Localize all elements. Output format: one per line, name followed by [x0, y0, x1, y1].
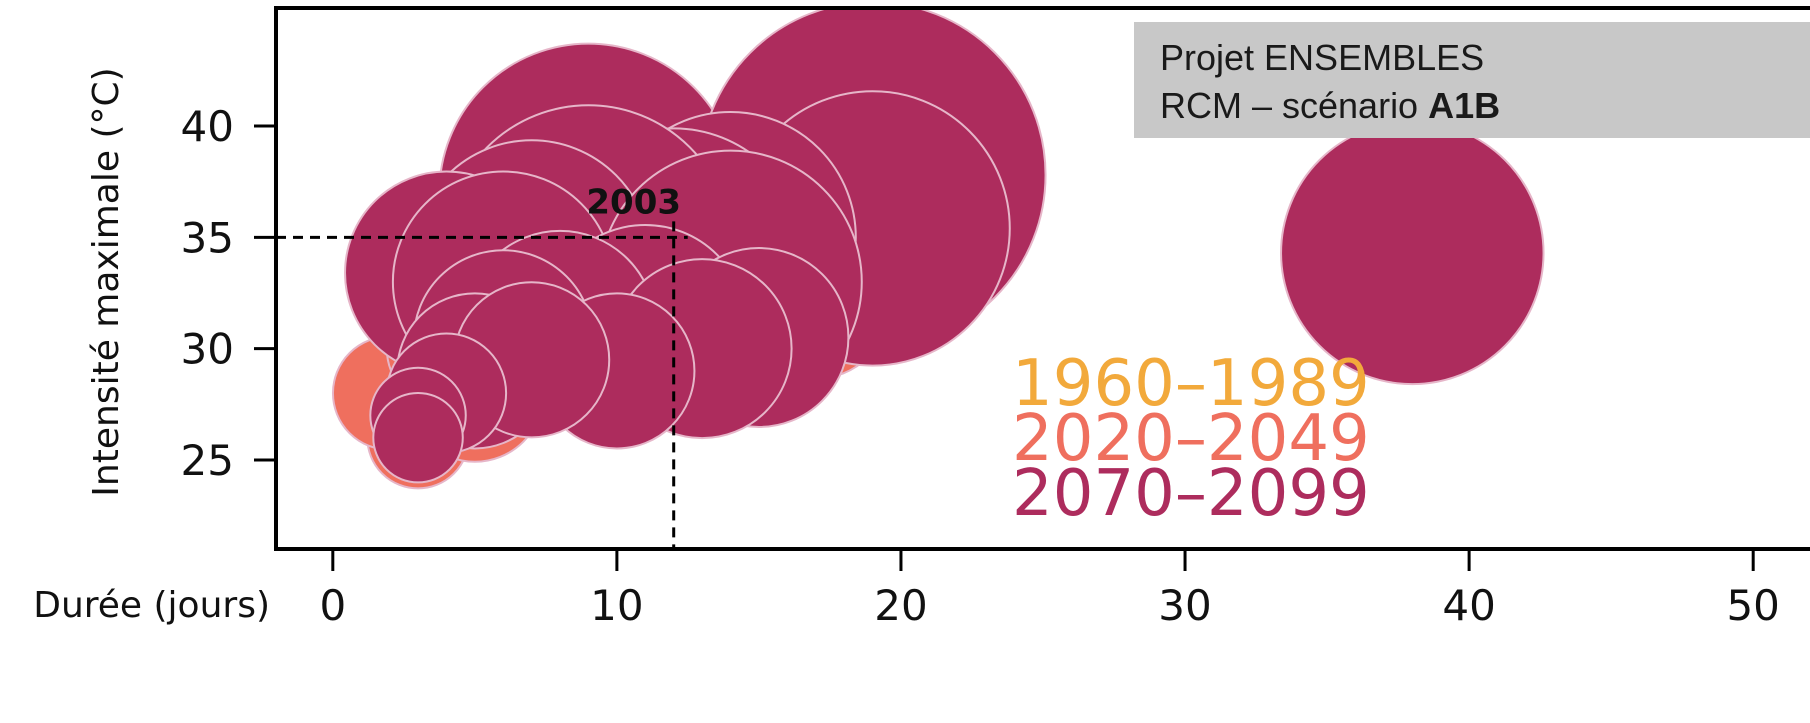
x-tick-label-30: 30: [1158, 581, 1211, 630]
bubble-2070-2099-22: [1280, 120, 1545, 386]
y-tick-label-40: 40: [181, 102, 234, 151]
legend-entry-2070-2099: 2070–2099: [1012, 457, 1370, 531]
x-axis: Durée (jours) 0 10 20 30 40 50: [33, 549, 1780, 630]
info-box-line2-scenario: A1B: [1428, 85, 1500, 126]
reference-guides-2003: [276, 221, 688, 549]
plot-frame: [274, 6, 1810, 551]
legend-entry-1960-1989: 1960–1989: [1012, 347, 1370, 421]
y-tick-label-30: 30: [181, 325, 234, 374]
annotation-2003: 2003: [586, 182, 681, 222]
info-box-background: [1134, 22, 1810, 138]
info-box-line2: RCM – scénario A1B: [1160, 85, 1500, 126]
info-box-line1: Projet ENSEMBLES: [1160, 37, 1484, 78]
info-box-line2-prefix: RCM – scénario: [1160, 85, 1428, 126]
y-axis: Intensité maximale (°C) 25 30 35 40: [86, 67, 276, 497]
y-axis-title: Intensité maximale (°C): [86, 67, 127, 496]
bubble-2070-2099-21: [372, 391, 464, 484]
info-box: Projet ENSEMBLES RCM – scénario A1B: [1134, 22, 1810, 138]
bubble-layer: [331, 8, 1545, 490]
x-tick-label-50: 50: [1726, 581, 1779, 630]
x-tick-label-0: 0: [319, 581, 346, 630]
x-tick-label-40: 40: [1442, 581, 1495, 630]
legend-entry-2020-2049: 2020–2049: [1012, 402, 1370, 476]
x-axis-title: Durée (jours): [33, 585, 270, 626]
x-tick-label-20: 20: [874, 581, 927, 630]
y-tick-label-35: 35: [181, 213, 234, 262]
legend: 1960–1989 2020–2049 2070–2099: [1012, 347, 1370, 531]
y-tick-label-25: 25: [181, 436, 234, 485]
x-tick-label-10: 10: [590, 581, 643, 630]
